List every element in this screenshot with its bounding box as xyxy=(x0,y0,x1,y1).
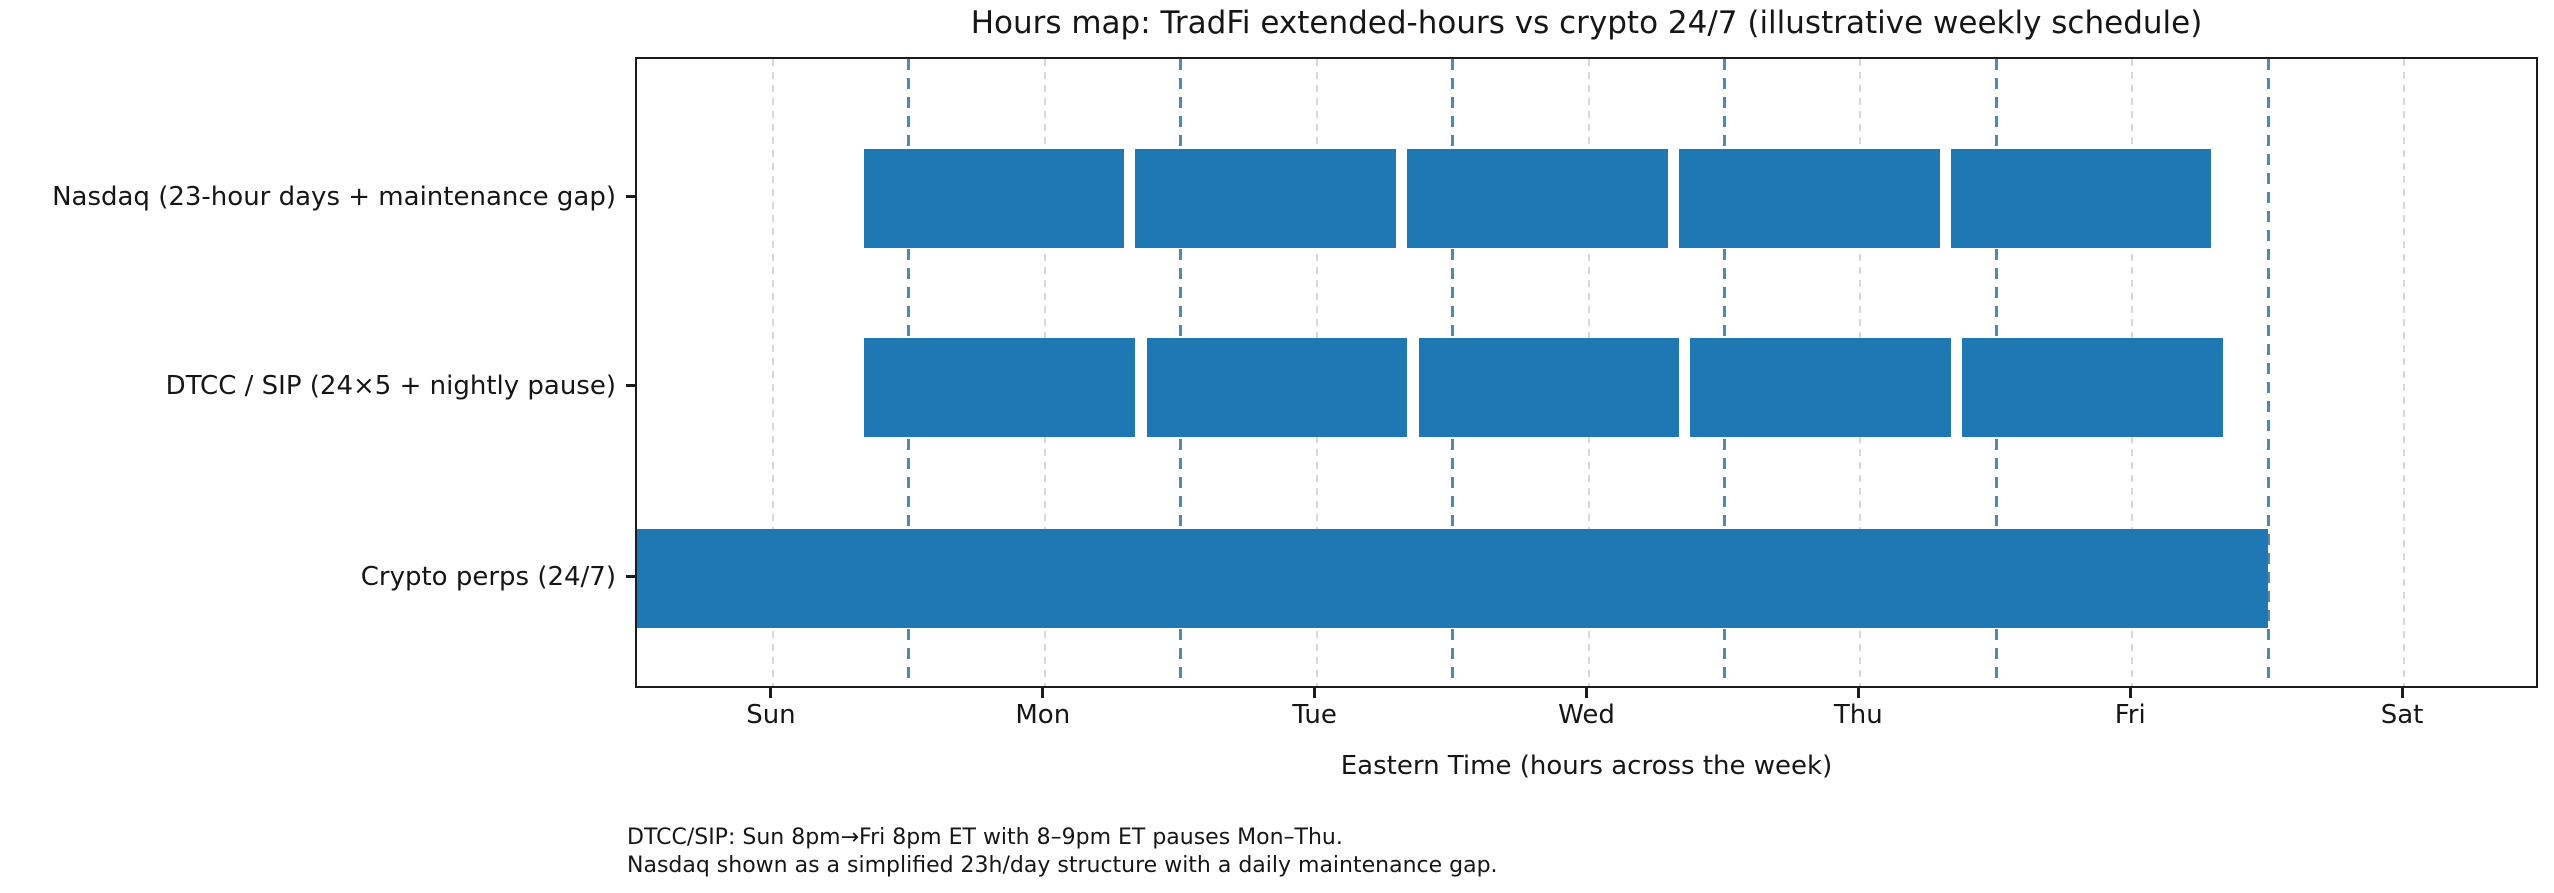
x-tick-mark xyxy=(1585,688,1588,698)
bar-segment xyxy=(1135,149,1396,248)
bar-segment xyxy=(1146,338,1408,437)
midnight-guide-line xyxy=(2266,59,2270,686)
bar-segment xyxy=(863,338,1136,437)
y-tick-label: Crypto perps (24/7) xyxy=(360,561,616,592)
y-tick-mark xyxy=(626,195,635,198)
y-tick-label: DTCC / SIP (24×5 + nightly pause) xyxy=(165,370,616,401)
x-tick-mark xyxy=(1313,688,1317,698)
x-tick-label: Thu xyxy=(1833,700,1883,730)
footnote-line-1: DTCC/SIP: Sun 8pm→Fri 8pm ET with 8–9pm … xyxy=(627,825,1343,850)
bar-segment xyxy=(1407,149,1668,248)
noon-gridline xyxy=(771,59,774,686)
x-tick-mark xyxy=(1041,688,1045,698)
x-axis-label: Eastern Time (hours across the week) xyxy=(1340,751,1833,781)
bar-segment xyxy=(1690,338,1951,437)
plot-area xyxy=(635,57,2538,688)
bar-segment xyxy=(1679,149,1940,248)
bar-segment xyxy=(1950,149,2212,248)
y-tick-label: Nasdaq (23-hour days + maintenance gap) xyxy=(52,181,616,212)
bar-segment xyxy=(1418,338,1680,437)
bar-segment xyxy=(1962,338,2223,437)
x-tick-mark xyxy=(769,688,773,698)
x-tick-mark xyxy=(2128,688,2132,698)
x-tick-label: Sat xyxy=(2380,700,2424,730)
x-tick-label: Fri xyxy=(2114,700,2146,730)
footnote: DTCC/SIP: Sun 8pm→Fri 8pm ET with 8–9pm … xyxy=(627,824,1498,880)
noon-gridline xyxy=(2403,59,2406,686)
y-tick-mark xyxy=(626,575,635,578)
x-tick-label: Sun xyxy=(746,700,796,730)
x-tick-mark xyxy=(2400,688,2404,698)
x-tick-label: Mon xyxy=(1015,700,1071,730)
footnote-line-2: Nasdaq shown as a simplified 23h/day str… xyxy=(627,853,1498,878)
bar-segment xyxy=(863,149,1125,248)
x-tick-mark xyxy=(1856,688,1860,698)
bar-segment xyxy=(637,529,2269,628)
chart-title: Hours map: TradFi extended-hours vs cryp… xyxy=(970,5,2203,41)
x-tick-label: Wed xyxy=(1558,700,1615,730)
y-tick-mark xyxy=(626,384,635,387)
x-tick-label: Tue xyxy=(1292,700,1337,730)
